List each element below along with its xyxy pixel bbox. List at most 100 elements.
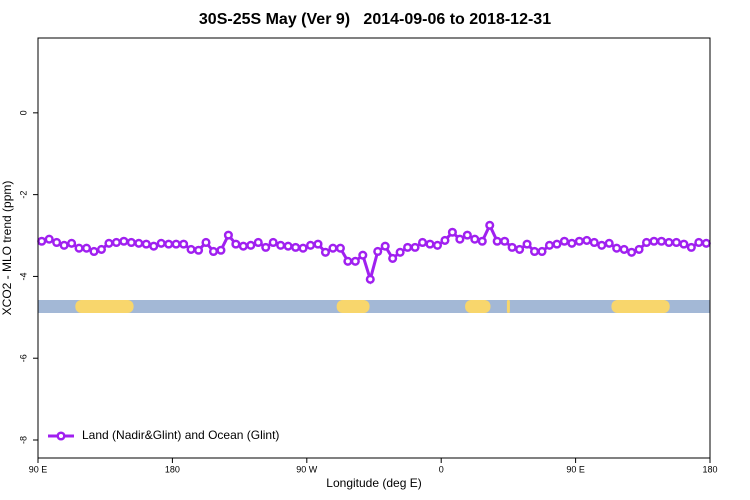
data-point <box>261 242 271 252</box>
data-point <box>604 238 614 248</box>
data-point <box>67 238 77 248</box>
data-point <box>574 236 584 246</box>
plot-frame <box>37 37 711 459</box>
data-point <box>208 246 219 257</box>
data-point <box>492 236 502 246</box>
x-tick-label: 0 <box>439 464 444 474</box>
data-point <box>328 243 338 253</box>
data-point <box>343 256 353 266</box>
x-axis-label: Longitude (deg E) <box>326 476 421 490</box>
data-point <box>246 240 256 250</box>
data-point <box>186 244 196 254</box>
data-point <box>537 246 547 257</box>
data-point <box>686 242 696 252</box>
data-point <box>238 241 248 251</box>
data-point <box>171 239 181 249</box>
data-point <box>515 244 525 254</box>
data-point <box>111 237 121 248</box>
data-point <box>52 237 62 248</box>
data-point <box>201 237 211 248</box>
chart-title: 30S-25S May (Ver 9) 2014-09-06 to 2018-1… <box>199 11 551 28</box>
data-point <box>89 246 99 257</box>
data-point <box>455 234 465 244</box>
data-point <box>432 240 443 250</box>
plot-area: 0 -2 -4 -6 -8 90 E 180 90 W 0 90 E 180 Land (Nadir&… <box>18 110 717 474</box>
land-segment <box>465 300 491 313</box>
y-tick-label: 0 <box>18 110 28 115</box>
x-tick-label: 180 <box>702 464 717 474</box>
data-point <box>694 237 704 248</box>
data-point <box>447 227 457 237</box>
data-point <box>156 238 166 248</box>
data-point <box>559 236 569 246</box>
data-point <box>664 237 674 248</box>
data-point <box>104 238 114 248</box>
data-point <box>440 235 450 245</box>
data-point <box>179 239 189 249</box>
data-point <box>81 243 92 253</box>
data-point <box>149 241 159 251</box>
data-point <box>597 240 607 250</box>
x-tick-label: 180 <box>165 464 180 474</box>
x-tick-label: 90 E <box>29 464 48 474</box>
data-point <box>193 245 204 255</box>
data-point <box>164 239 174 249</box>
data-point <box>403 242 413 252</box>
data-point <box>276 240 286 250</box>
data-point <box>268 237 278 248</box>
data-point <box>671 237 681 248</box>
data-point <box>37 236 47 246</box>
data-point <box>74 243 84 253</box>
land-segment <box>611 300 670 313</box>
data-point <box>335 243 345 253</box>
data-point <box>552 239 562 249</box>
data-point <box>388 253 398 263</box>
data-point <box>619 244 629 254</box>
data-point <box>425 239 435 249</box>
data-point <box>141 239 151 249</box>
data-point <box>298 243 308 253</box>
data-point <box>395 247 405 257</box>
y-tick-label: -2 <box>18 191 28 199</box>
ocean-strip <box>38 300 710 313</box>
data-point <box>582 235 592 245</box>
data-point <box>96 244 107 254</box>
data-point <box>529 246 540 257</box>
data-point <box>507 242 517 252</box>
data-point <box>44 234 54 244</box>
data-point <box>627 247 637 257</box>
data-point <box>373 246 383 257</box>
legend-label: Land (Nadir&Glint) and Ocean (Glint) <box>82 428 279 442</box>
data-point <box>544 240 555 250</box>
data-point <box>470 234 480 244</box>
data-point <box>253 237 263 248</box>
data-point <box>231 239 241 249</box>
data-point <box>641 237 652 248</box>
data-point <box>380 241 390 251</box>
data-point <box>59 240 69 250</box>
data-point <box>485 220 495 230</box>
legend-marker <box>56 431 66 441</box>
data-point <box>612 243 622 253</box>
data-point <box>634 244 644 254</box>
y-axis-label: XCO2 - MLO trend (ppm) <box>0 181 14 316</box>
land-segment <box>75 300 134 313</box>
data-point <box>589 237 599 248</box>
data-point <box>522 239 532 249</box>
data-point <box>417 237 428 248</box>
data-point <box>119 236 129 246</box>
data-point <box>500 236 510 246</box>
y-tick-label: -8 <box>18 436 28 444</box>
data-point <box>462 230 472 240</box>
land-segment <box>336 300 370 313</box>
data-point <box>313 239 323 249</box>
data-point <box>365 274 375 284</box>
data-point <box>283 241 293 251</box>
data-point <box>223 230 233 240</box>
data-point <box>701 238 711 248</box>
land-segment <box>506 300 510 313</box>
data-point <box>305 240 316 250</box>
data-point <box>291 242 301 252</box>
data-point <box>320 247 331 257</box>
data-point <box>134 238 144 248</box>
